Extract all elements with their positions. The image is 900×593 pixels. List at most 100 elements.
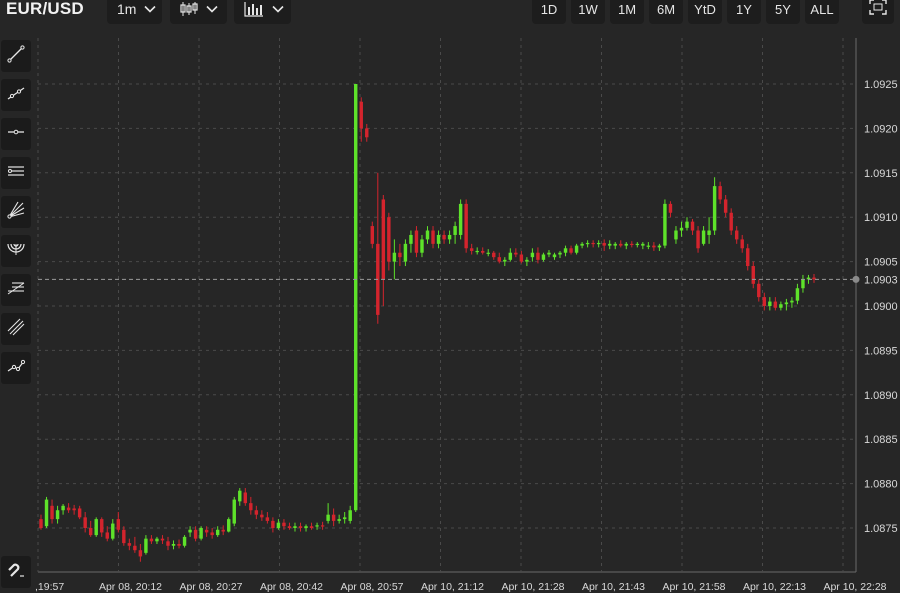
candle-body (116, 519, 121, 530)
range-button-6m[interactable]: 6M (649, 0, 683, 24)
candle (249, 496, 253, 515)
candle (596, 240, 601, 248)
chart-type-dropdown[interactable] (170, 0, 227, 24)
fib-arc-tool[interactable] (1, 235, 31, 267)
candle (514, 248, 518, 258)
candle (72, 504, 76, 515)
candle-body (431, 230, 435, 244)
candle (458, 199, 463, 240)
candle (486, 249, 490, 257)
horizontal-line-tool[interactable] (1, 118, 31, 150)
candle-body (282, 522, 286, 527)
candle (105, 526, 109, 542)
candle-body (271, 520, 275, 528)
candle (298, 522, 303, 532)
candle-body (492, 252, 496, 258)
range-button-1w[interactable]: 1W (571, 0, 605, 24)
candle-body (254, 510, 259, 515)
candle-body (210, 532, 214, 536)
range-button-all[interactable]: ALL (805, 0, 839, 24)
indicators-dropdown[interactable] (234, 0, 291, 24)
candle-body (72, 508, 76, 511)
interval-dropdown[interactable]: 1m (107, 0, 162, 24)
candle (392, 239, 397, 280)
candle-body (88, 528, 93, 536)
candle (116, 512, 121, 533)
range-button-1d[interactable]: 1D (532, 0, 566, 24)
candle (768, 297, 772, 311)
trend-line-tool[interactable] (1, 40, 31, 72)
candle-body (536, 252, 540, 260)
candle (541, 252, 546, 262)
candle (481, 247, 485, 255)
candle (436, 230, 441, 249)
candle-body (619, 243, 623, 246)
candle-body (486, 252, 490, 254)
candle-body (585, 242, 590, 245)
candle-body (227, 519, 231, 532)
candle-body (530, 252, 535, 258)
candle-body (497, 257, 501, 262)
candle-body (641, 243, 645, 246)
parallel-channel-tool[interactable] (1, 157, 31, 189)
candle-body (514, 252, 518, 255)
range-button-5y[interactable]: 5Y (766, 0, 800, 24)
parallel-channel-icon (6, 161, 26, 186)
candle-body (591, 242, 595, 245)
candle (359, 97, 363, 142)
fib-fan-tool[interactable] (1, 196, 31, 228)
candle (210, 528, 214, 539)
candle-body (801, 279, 805, 289)
candle-body (795, 288, 800, 301)
candle-body (293, 526, 297, 528)
candle-body (657, 245, 662, 248)
candle (707, 217, 711, 244)
fib-retracement-tool[interactable] (1, 274, 31, 306)
ray-tool[interactable] (1, 79, 31, 111)
candle-body (679, 227, 684, 231)
chart-grid (37, 38, 857, 573)
candle-body (784, 302, 789, 305)
candle-body (580, 243, 584, 246)
candle-body (199, 528, 203, 539)
candle-body (342, 517, 347, 520)
pitchfork-tool[interactable] (1, 313, 31, 345)
candle (795, 283, 800, 305)
range-button-1y[interactable]: 1Y (727, 0, 761, 24)
candle (271, 517, 275, 533)
chevron-down-icon (144, 5, 157, 13)
candle (315, 522, 319, 530)
candle (370, 221, 374, 249)
y-tick-label: 1.0905 (864, 257, 898, 269)
candle (276, 519, 281, 530)
candle (409, 230, 413, 253)
candle-body (171, 543, 176, 546)
fullscreen-button[interactable] (862, 0, 894, 24)
y-tick-label: 1.0920 (864, 123, 898, 135)
x-axis: ,19:57 Apr 08, 20:12 Apr 08, 20:27 Apr 08, … (35, 581, 887, 593)
polyline-icon (6, 356, 26, 381)
candle-body (127, 543, 132, 546)
candle (464, 199, 468, 253)
candle (563, 245, 568, 257)
polyline-tool[interactable] (1, 352, 31, 384)
candle-body (111, 523, 115, 539)
candle (641, 242, 645, 250)
candle (591, 240, 595, 248)
magnet-tool[interactable] (1, 556, 31, 588)
candle (663, 199, 667, 249)
candle-body (387, 217, 391, 262)
y-tick-label: 1.0915 (864, 168, 898, 180)
candle-body (243, 492, 248, 504)
candle-body (469, 248, 474, 251)
range-button-1m[interactable]: 1M (610, 0, 644, 24)
candle-body (133, 545, 137, 551)
candle (580, 242, 584, 249)
candle (762, 292, 767, 311)
candle-body (602, 242, 606, 246)
range-button-ytd[interactable]: YtD (688, 0, 722, 24)
candle (227, 517, 231, 533)
candle-body (701, 230, 706, 244)
candle-body (723, 199, 728, 213)
